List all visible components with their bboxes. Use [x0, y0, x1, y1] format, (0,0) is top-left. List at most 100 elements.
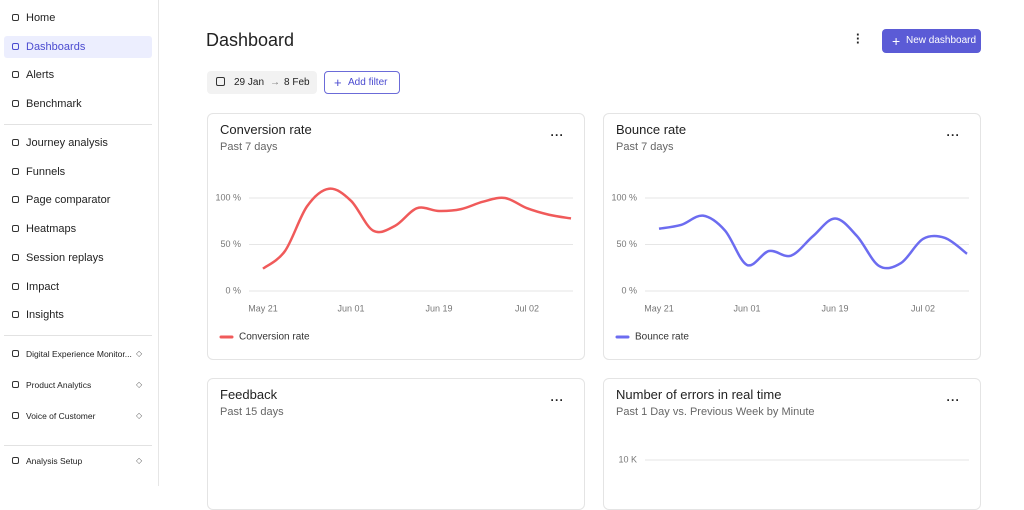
- nav-icon: [12, 253, 19, 261]
- nav-label: Digital Experience Monitor...: [26, 349, 132, 359]
- card: Feedback Past 15 days ···: [207, 378, 585, 510]
- nav-item[interactable]: Journey analysis: [4, 132, 152, 154]
- new-dashboard-button[interactable]: + New dashboard: [882, 29, 981, 53]
- y-tick-label: 50 %: [220, 239, 241, 249]
- y-tick-label: 10 K: [618, 454, 637, 464]
- nav-icon: [12, 42, 19, 50]
- card-title: Conversion rate: [220, 122, 312, 137]
- card-subtitle: Past 7 days: [220, 141, 278, 153]
- nav-label: Product Analytics: [26, 380, 92, 390]
- premium-icon: ◇: [136, 411, 143, 420]
- date-from: 29 Jan: [234, 77, 265, 88]
- nav-item[interactable]: Heatmaps: [4, 218, 152, 240]
- nav-label: Voice of Customer: [26, 411, 96, 421]
- plus-icon: +: [892, 33, 901, 49]
- nav-icon: [12, 457, 19, 464]
- date-range[interactable]: 29 Jan → 8 Feb: [207, 71, 317, 94]
- card-menu[interactable]: ···: [946, 393, 960, 407]
- card-subtitle: Past 7 days: [616, 141, 674, 153]
- legend-label: Conversion rate: [239, 332, 310, 343]
- line-series: [262, 187, 572, 270]
- nav-label: Dashboards: [26, 40, 86, 53]
- arrow-icon: →: [270, 77, 280, 88]
- x-tick-label: Jun 01: [733, 303, 760, 313]
- x-tick-label: May 21: [248, 303, 278, 313]
- card-title: Bounce rate: [616, 122, 687, 137]
- premium-icon: ◇: [136, 456, 143, 465]
- card: Conversion rate Past 7 days ··· 0 % 50 % 100 …: [207, 113, 585, 360]
- nav-item[interactable]: Voice of Customer ◇: [4, 405, 152, 427]
- nav-icon: [12, 350, 19, 357]
- card: Number of errors in real time Past 1 Day …: [603, 378, 981, 510]
- nav-icon: [12, 282, 19, 290]
- nav-item[interactable]: Dashboards: [4, 35, 152, 58]
- chart: 0 % 50 % 100 % May 21 Jun 01 Jun 19 Jul 02 Conv…: [215, 187, 573, 343]
- separator: [4, 445, 152, 446]
- nav-item[interactable]: Product Analytics ◇: [4, 374, 152, 396]
- legend-label: Bounce rate: [635, 332, 689, 343]
- x-tick-label: Jun 19: [425, 303, 452, 313]
- nav-label: Funnels: [26, 165, 66, 178]
- chart: [208, 379, 584, 509]
- nav-icon: [12, 139, 19, 146]
- card-menu[interactable]: ···: [550, 128, 564, 142]
- y-tick-label: 50 %: [616, 239, 637, 249]
- x-tick-label: Jun 19: [821, 303, 848, 313]
- nav-icon: [12, 381, 19, 388]
- nav-label: Session replays: [26, 251, 104, 264]
- page: Home Dashboards Alerts Benchmark Journey ana…: [0, 0, 981, 510]
- nav-label: Benchmark: [26, 98, 82, 111]
- nav-item[interactable]: Analysis Setup ◇: [4, 450, 152, 472]
- more-menu[interactable]: · · ·: [856, 27, 861, 50]
- separator: [4, 124, 152, 125]
- nav-label: Analysis Setup: [26, 456, 83, 466]
- card-menu[interactable]: ···: [946, 128, 960, 142]
- nav-icon: [12, 71, 19, 79]
- y-tick-label: 0 %: [225, 285, 241, 295]
- nav-icon: [12, 412, 19, 419]
- x-tick-label: Jul 02: [515, 303, 539, 313]
- separator: [4, 335, 152, 336]
- button-label: New dashboard: [906, 35, 977, 46]
- add-filter-button[interactable]: + Add filter: [324, 71, 400, 94]
- premium-icon: ◇: [136, 349, 143, 358]
- nav-icon: [12, 100, 19, 108]
- chart: 10 K: [618, 454, 969, 464]
- nav-item[interactable]: Home: [4, 7, 152, 29]
- button-label: Add filter: [348, 77, 388, 88]
- card-subtitle: Past 15 days: [220, 406, 284, 418]
- x-tick-label: May 21: [644, 303, 674, 313]
- nav-label: Insights: [26, 309, 64, 322]
- sidebar: Home Dashboards Alerts Benchmark Journey ana…: [0, 0, 159, 486]
- nav-item[interactable]: Page comparator: [4, 189, 152, 211]
- card-title: Number of errors in real time: [616, 387, 782, 402]
- nav-label: Impact: [26, 280, 60, 293]
- card-subtitle: Past 1 Day vs. Previous Week by Minute: [616, 406, 815, 418]
- nav-item[interactable]: Benchmark: [4, 93, 152, 115]
- nav-item[interactable]: Impact: [4, 276, 152, 298]
- x-tick-label: Jun 01: [337, 303, 364, 313]
- nav-icon: [12, 14, 19, 21]
- nav-label: Home: [26, 12, 56, 24]
- calendar-icon: [216, 77, 225, 86]
- nav-item[interactable]: Funnels: [4, 161, 152, 183]
- card-title: Feedback: [220, 387, 278, 402]
- nav-label: Journey analysis: [26, 137, 108, 149]
- nav-icon: [12, 225, 19, 233]
- nav-label: Heatmaps: [26, 223, 77, 236]
- nav-item[interactable]: Insights: [4, 304, 152, 326]
- nav-label: Page comparator: [26, 194, 111, 207]
- chart: 0 % 50 % 100 % May 21 Jun 01 Jun 19 Jul 02 Boun…: [611, 192, 969, 343]
- line-series: [658, 214, 968, 270]
- nav-icon: [12, 167, 19, 175]
- y-tick-label: 100 %: [611, 192, 637, 202]
- nav-item[interactable]: Digital Experience Monitor... ◇: [4, 343, 152, 365]
- date-to: 8 Feb: [284, 77, 310, 88]
- nav-icon: [12, 311, 19, 319]
- nav-label: Alerts: [26, 69, 55, 82]
- nav-icon: [12, 196, 19, 204]
- premium-icon: ◇: [136, 380, 143, 389]
- nav-item[interactable]: Alerts: [4, 64, 152, 86]
- nav-item[interactable]: Session replays: [4, 247, 152, 269]
- card-menu[interactable]: ···: [550, 393, 564, 407]
